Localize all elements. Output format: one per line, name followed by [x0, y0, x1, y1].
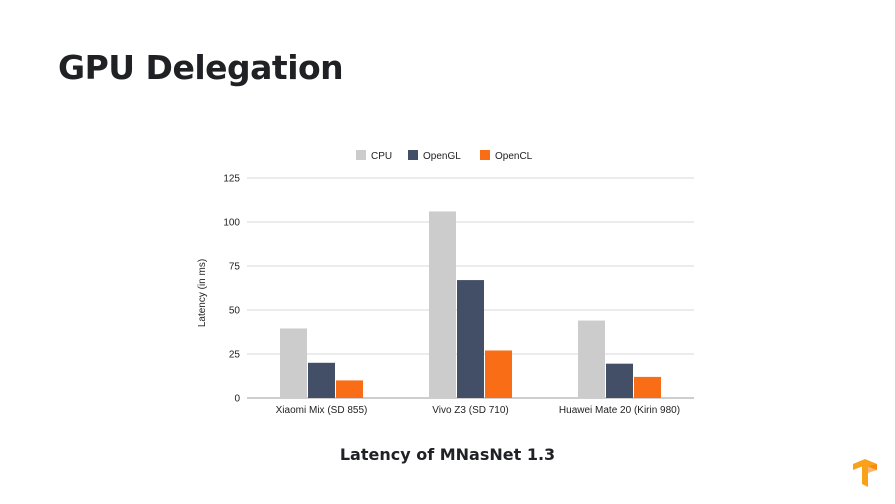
- x-tick-labels: Xiaomi Mix (SD 855) Vivo Z3 (SD 710) Huawe…: [276, 405, 680, 416]
- legend-swatch-opencl: [480, 150, 490, 160]
- y-tick-label: 125: [223, 174, 240, 185]
- y-tick-label: 100: [223, 218, 240, 229]
- y-axis-label: Latency (in ms): [197, 259, 208, 327]
- y-tick-label: 0: [234, 394, 240, 405]
- legend-label-opengl: OpenGL: [423, 151, 461, 162]
- bar-opengl-2: [606, 363, 633, 398]
- legend-swatch-opengl: [408, 150, 418, 160]
- bar-opengl-1: [457, 280, 484, 398]
- slide-title: GPU Delegation: [58, 48, 344, 87]
- y-tick-label: 75: [229, 262, 241, 273]
- y-tick-label: 50: [229, 306, 241, 317]
- tensorflow-logo-icon: [853, 459, 877, 487]
- bar-cpu-1: [429, 211, 456, 398]
- x-tick-label: Vivo Z3 (SD 710): [432, 405, 509, 416]
- x-tick-label: Xiaomi Mix (SD 855): [276, 405, 368, 416]
- y-tick-label: 25: [229, 350, 241, 361]
- x-tick-label: Huawei Mate 20 (Kirin 980): [559, 405, 680, 416]
- legend-swatch-cpu: [356, 150, 366, 160]
- bar-cpu-0: [280, 328, 307, 398]
- y-tick-labels: 0 25 50 75 100 125: [223, 174, 240, 405]
- legend-label-cpu: CPU: [371, 151, 392, 162]
- bar-opencl-2: [634, 376, 661, 398]
- bar-cpu-2: [578, 320, 605, 398]
- bar-opencl-1: [485, 350, 512, 398]
- bar-opencl-0: [336, 380, 363, 398]
- chart-caption: Latency of MNasNet 1.3: [339, 445, 556, 464]
- legend-label-opencl: OpenCL: [495, 151, 533, 162]
- bar-opengl-0: [308, 362, 335, 398]
- bars: [280, 211, 661, 398]
- legend: CPU OpenGL OpenCL: [356, 150, 533, 162]
